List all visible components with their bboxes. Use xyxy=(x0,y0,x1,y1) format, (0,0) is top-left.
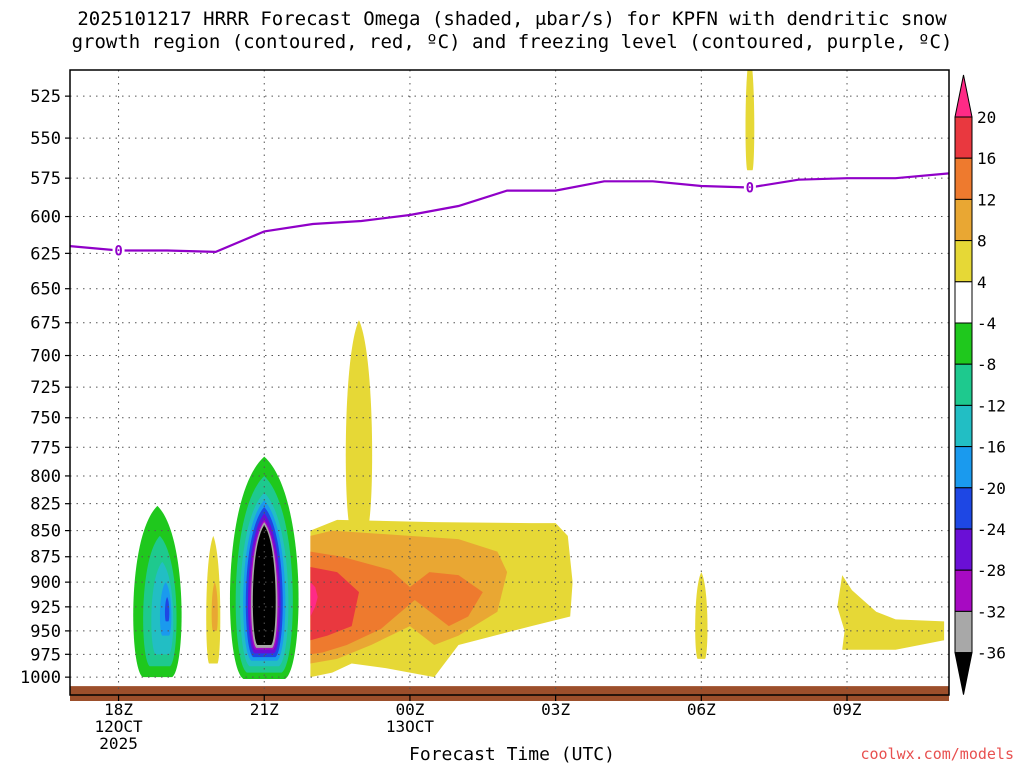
freezing-label-bg-0 xyxy=(112,242,125,258)
colorbar-label-3: 8 xyxy=(977,232,987,251)
y-tick-label-800: 800 xyxy=(30,467,61,487)
colorbar-bin-6 xyxy=(954,322,973,365)
colorbar-label-0: 20 xyxy=(977,108,996,127)
colorbar-bin-5 xyxy=(954,281,973,324)
freezing-level-label-1: 0 xyxy=(746,181,754,197)
y-tick-label-550: 550 xyxy=(30,129,61,149)
colorbar-label-11: -28 xyxy=(977,561,1006,580)
y-tick-label-950: 950 xyxy=(30,622,61,642)
y-tick-label-575: 575 xyxy=(30,169,61,189)
omega-region-15 xyxy=(252,525,276,646)
terrain-bar xyxy=(70,686,949,701)
colorbar: 20 16 12 8 4 -4 -8 -12 -16 -20 -24 -28 -32 -36 xyxy=(954,74,1006,695)
colorbar-bin-10 xyxy=(954,487,973,530)
y-tick-label-900: 900 xyxy=(30,573,61,593)
x-tick-label-6-1: 13OCT xyxy=(386,717,435,736)
omega-polygon-5 xyxy=(837,575,945,650)
colorbar-bin-7 xyxy=(954,363,973,406)
y-tick-label-925: 925 xyxy=(30,598,61,618)
colorbar-label-12: -32 xyxy=(977,602,1006,621)
y-tick-label-700: 700 xyxy=(30,347,61,367)
omega-region-4 xyxy=(164,597,170,622)
colorbar-bin-13 xyxy=(954,610,973,654)
omega-polygon-3 xyxy=(310,567,359,641)
freezing-label-bg-1 xyxy=(743,179,756,195)
colorbar-bottom-arrow xyxy=(954,652,973,695)
colorbar-bin-3 xyxy=(954,198,973,242)
y-tick-label-625: 625 xyxy=(30,244,61,264)
colorbar-label-8: -16 xyxy=(977,438,1006,457)
colorbar-bin-11 xyxy=(954,528,973,571)
freezing-level-line xyxy=(69,172,950,254)
y-tick-label-775: 775 xyxy=(30,438,61,458)
y-tick-label-725: 725 xyxy=(30,378,61,398)
omega-region-6 xyxy=(211,582,218,631)
colorbar-bin-8 xyxy=(954,404,973,448)
colorbar-label-6: -8 xyxy=(977,355,996,374)
y-tick-label-525: 525 xyxy=(30,87,61,107)
plot-frame xyxy=(69,69,950,696)
omega-shading xyxy=(133,70,945,679)
colorbar-bin-2 xyxy=(954,157,973,200)
colorbar-label-10: -24 xyxy=(977,520,1006,539)
colorbar-label-9: -20 xyxy=(977,479,1006,498)
y-tick-label-1000: 1000 xyxy=(20,668,61,688)
colorbar-label-2: 12 xyxy=(977,190,996,209)
title-line-2: growth region (contoured, red, ºC) and f… xyxy=(71,31,953,53)
x-tick-label-9-0: 03Z xyxy=(541,700,570,719)
y-tick-label-650: 650 xyxy=(30,280,61,300)
colorbar-bin-1 xyxy=(954,116,973,159)
terrain-layer xyxy=(70,686,949,701)
freezing-level-layer: 00 xyxy=(69,172,950,259)
omega-polygon-4 xyxy=(310,582,318,617)
x-tick-label-12-0: 06Z xyxy=(687,700,716,719)
y-tick-label-750: 750 xyxy=(30,409,61,429)
x-tick-label-6-0: 00Z xyxy=(395,700,424,719)
chart-title: 2025101217 HRRR Forecast Omega (shaded, … xyxy=(0,8,1024,54)
omega-region-17 xyxy=(745,70,755,171)
x-tick-label-0-1: 12OCT xyxy=(94,717,143,736)
freezing-level-label-0: 0 xyxy=(114,243,122,259)
x-tick-label-0-0: 18Z xyxy=(104,700,133,719)
credit-link[interactable]: coolwx.com/models xyxy=(860,745,1014,763)
colorbar-bin-12 xyxy=(954,569,973,612)
gridlines xyxy=(70,70,949,695)
y-tick-label-850: 850 xyxy=(30,522,61,542)
colorbar-label-4: 4 xyxy=(977,273,987,292)
y-tick-label-875: 875 xyxy=(30,548,61,568)
colorbar-label-7: -12 xyxy=(977,396,1006,415)
x-tick-label-15-0: 09Z xyxy=(833,700,862,719)
colorbar-label-5: -4 xyxy=(977,314,996,333)
colorbar-top-arrow xyxy=(954,74,973,118)
x-axis-label: Forecast Time (UTC) xyxy=(409,744,615,765)
colorbar-bin-4 xyxy=(954,240,973,283)
colorbar-bin-9 xyxy=(954,446,973,489)
y-tick-label-675: 675 xyxy=(30,314,61,334)
omega-region-16 xyxy=(345,320,373,531)
y-tick-label-975: 975 xyxy=(30,645,61,665)
y-tick-label-600: 600 xyxy=(30,208,61,228)
x-tick-label-3-0: 21Z xyxy=(250,700,279,719)
colorbar-label-1: 16 xyxy=(977,149,996,168)
y-axis: 525 550 575 600 625 650 675 700 725 750 775 800 825 8… xyxy=(20,87,70,688)
omega-region-18 xyxy=(695,572,708,659)
omega-polygon-2 xyxy=(310,551,483,655)
y-tick-label-825: 825 xyxy=(30,495,61,515)
title-line-1: 2025101217 HRRR Forecast Omega (shaded, … xyxy=(77,8,947,30)
x-tick-label-0-2: 2025 xyxy=(99,734,138,753)
colorbar-label-13: -36 xyxy=(977,644,1006,663)
